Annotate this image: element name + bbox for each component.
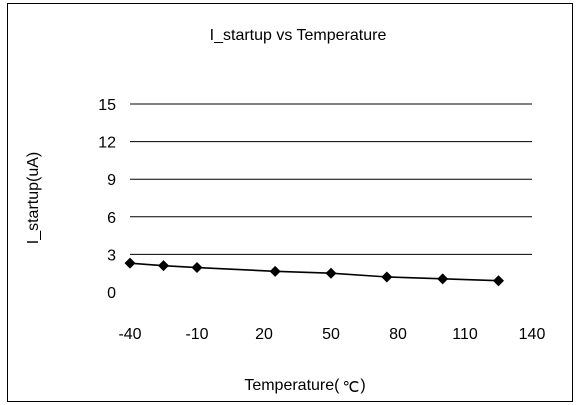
series-line-0: [129, 262, 499, 282]
data-point-1: [158, 260, 169, 272]
x-axis-label-text: Temperature(: [244, 377, 340, 394]
y-tick-label: 9: [107, 172, 116, 189]
x-tick-label: 110: [452, 326, 478, 343]
x-axis-unit: ℃: [342, 379, 359, 396]
y-axis-label: I_startup(uA): [25, 152, 42, 244]
data-point-0: [124, 257, 136, 269]
y-axis-ticks: 0 3 6 9 12 15: [98, 97, 116, 302]
x-tick-label: -40: [118, 326, 141, 343]
y-tick-label: 0: [107, 285, 116, 302]
y-tick-label: 12: [98, 135, 116, 152]
x-axis-ticks: -40 -10 20 50 80 110 140: [118, 326, 545, 343]
data-point-6: [437, 273, 449, 285]
chart-area: I_startup vs Temperature 0 3 6 9 12 15 -40 -10…: [7, 3, 573, 402]
y-tick-label: 3: [107, 247, 116, 264]
data-point-5: [381, 271, 393, 283]
data-point-2: [191, 262, 203, 274]
chart-title: I_startup vs Temperature: [210, 27, 387, 44]
x-tick-label: 80: [389, 326, 407, 343]
x-tick-label: -10: [185, 326, 208, 343]
x-axis-label: Temperature(℃): [244, 377, 365, 396]
data-point-7: [493, 275, 504, 287]
x-axis-label-close: ): [360, 377, 365, 394]
data-point-3: [269, 265, 281, 277]
x-tick-label: 50: [322, 326, 340, 343]
data-point-4: [325, 267, 337, 279]
x-tick-label: 140: [519, 326, 546, 343]
x-tick-label: 20: [255, 326, 273, 343]
y-tick-label: 6: [107, 210, 116, 227]
series-layer: [124, 257, 504, 287]
y-tick-label: 15: [98, 97, 116, 114]
grid-lines: [130, 103, 532, 255]
line-chart: I_startup vs Temperature 0 3 6 9 12 15 -40 -10…: [25, 27, 545, 396]
